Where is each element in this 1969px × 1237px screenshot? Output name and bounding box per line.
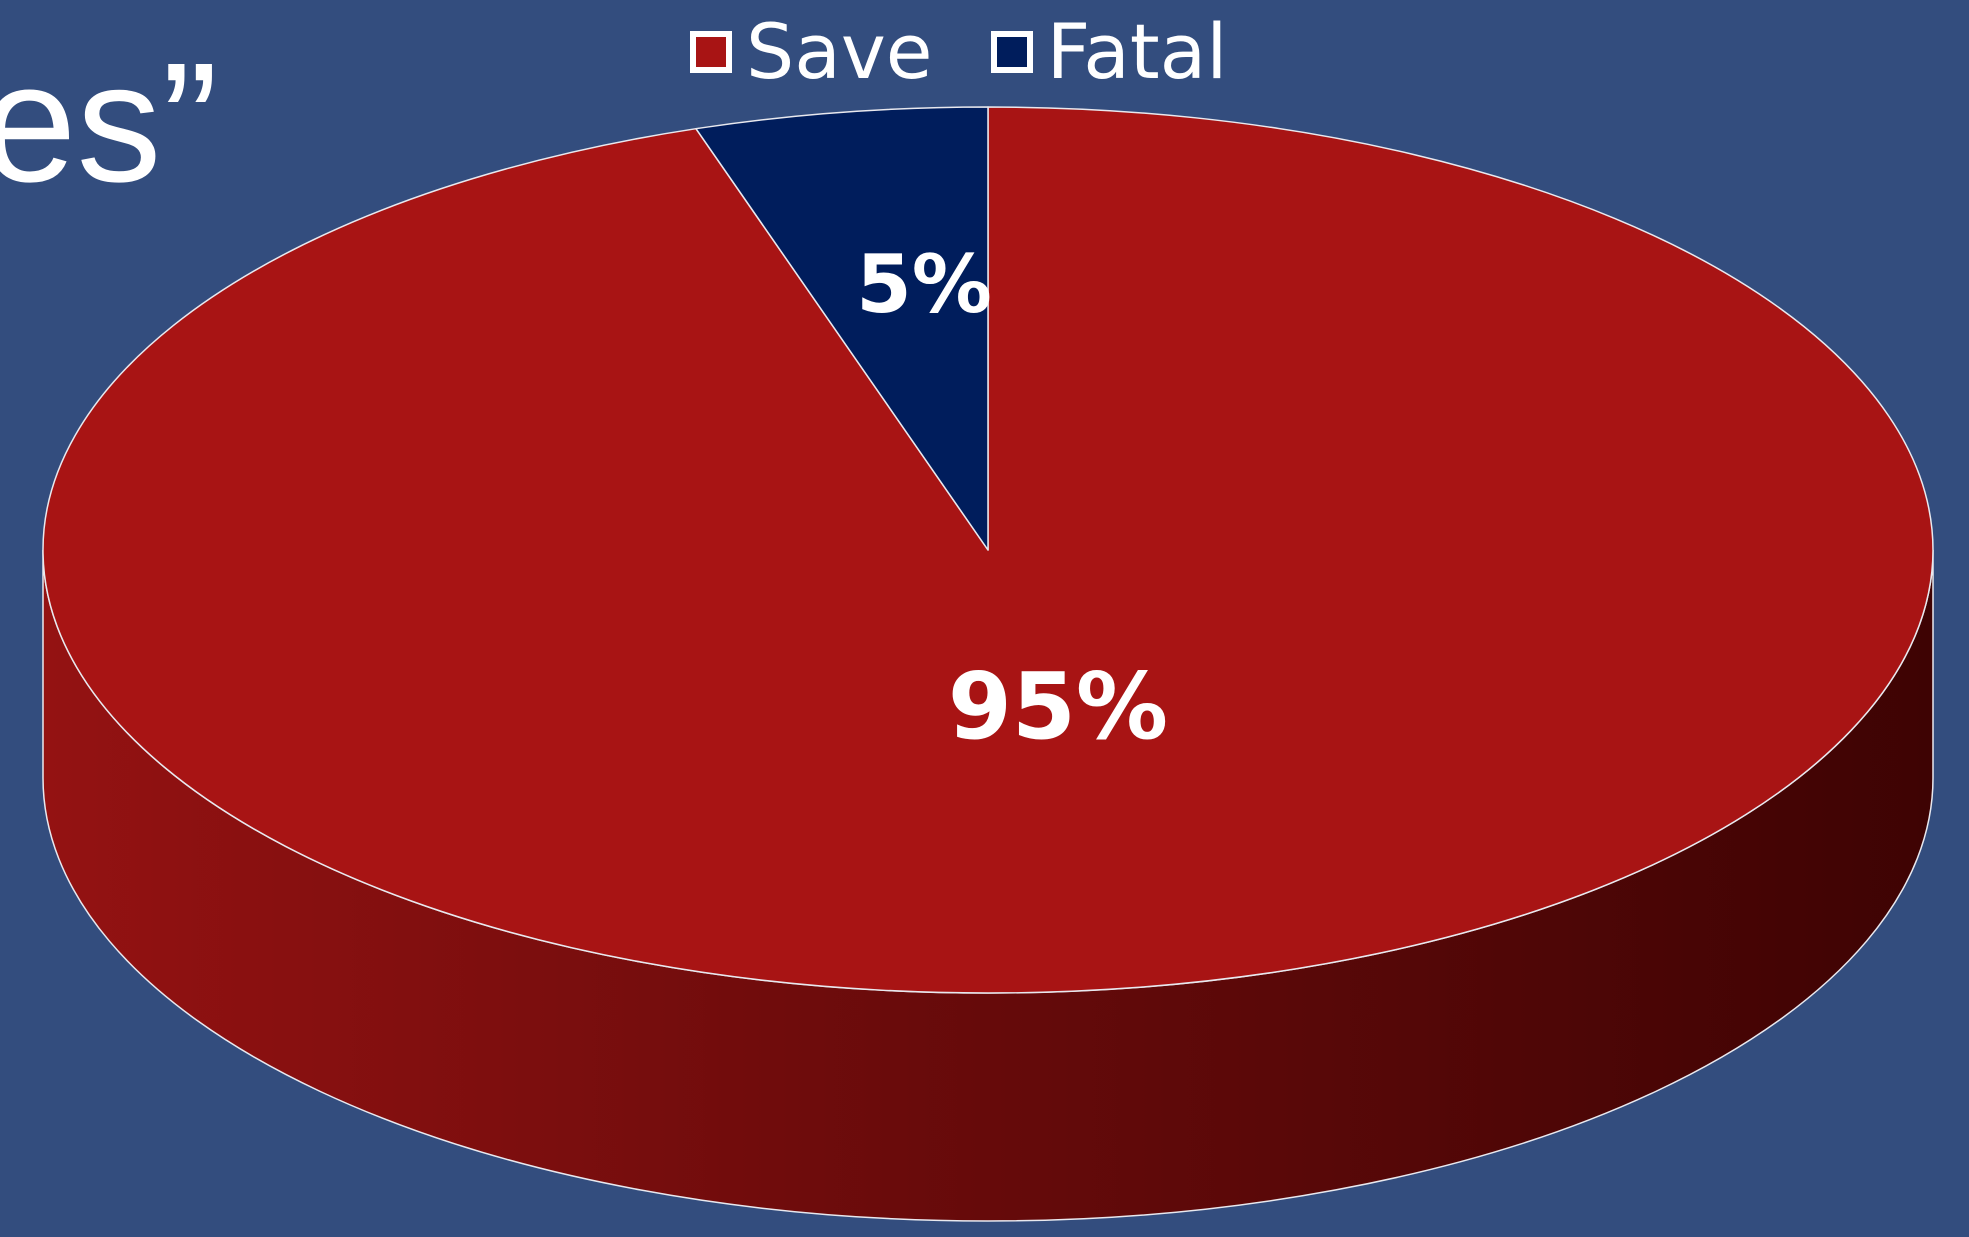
legend-item-save: Save [690, 14, 933, 90]
slide-title-fragment: es” [0, 28, 219, 218]
chart-legend: Save Fatal [690, 14, 1227, 90]
pie-top-face [42, 106, 1934, 994]
pie-slice-fatal [695, 106, 989, 551]
legend-label-save: Save [746, 7, 933, 96]
legend-swatch-save [690, 31, 732, 73]
legend-label-fatal: Fatal [1046, 7, 1228, 96]
legend-swatch-fatal [990, 31, 1033, 73]
legend-item-fatal: Fatal [990, 7, 1228, 96]
data-label-fatal: 5% [856, 238, 992, 331]
data-label-save: 95% [948, 653, 1168, 760]
pie-data-labels: 95% 5% [856, 238, 1168, 760]
